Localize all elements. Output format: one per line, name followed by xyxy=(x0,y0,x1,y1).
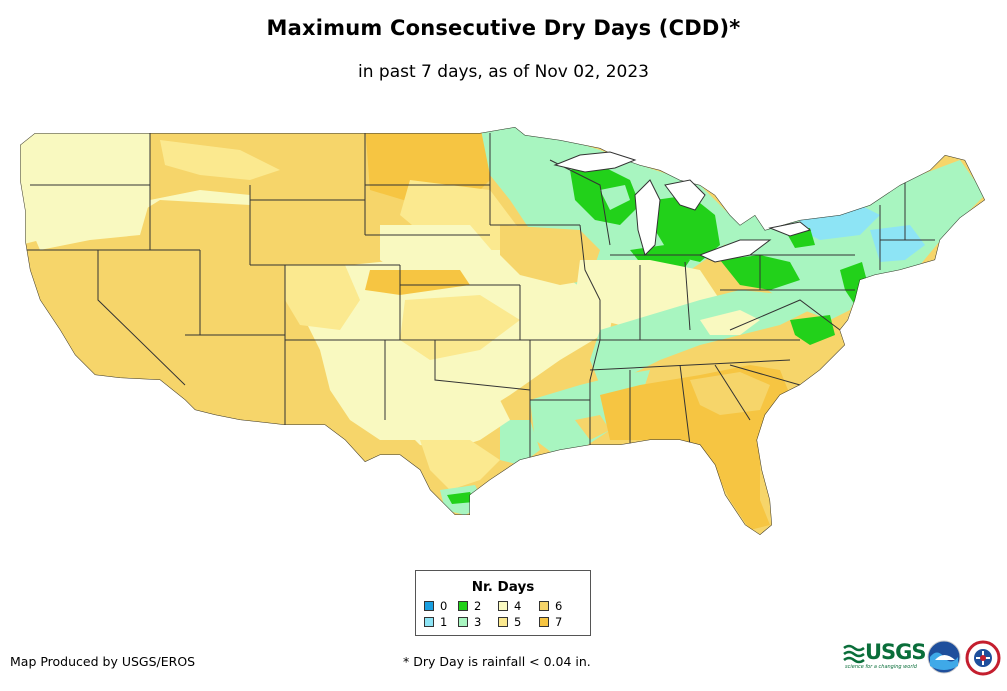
legend-label: 1 xyxy=(440,615,448,629)
legend-swatch xyxy=(424,601,434,611)
usgs-logo: USGS xyxy=(865,640,927,664)
legend-label: 5 xyxy=(514,615,522,629)
legend-label: 2 xyxy=(474,599,482,613)
agency-logos: USGS science for a changing world xyxy=(843,640,1003,680)
legend-item-3: 3 xyxy=(458,615,481,629)
usgs-tagline: science for a changing world xyxy=(845,664,917,670)
map-subtitle: in past 7 days, as of Nov 02, 2023 xyxy=(358,62,649,82)
legend-swatch xyxy=(458,601,468,611)
legend-item-0: 0 xyxy=(424,599,447,613)
legend-swatch xyxy=(539,601,549,611)
legend-swatch xyxy=(498,601,508,611)
legend-swatch xyxy=(458,617,468,627)
legend-item-4: 4 xyxy=(498,599,521,613)
legend-label: 7 xyxy=(555,615,563,629)
legend-title: Nr. Days xyxy=(471,579,535,595)
map-title: Maximum Consecutive Dry Days (CDD)* xyxy=(266,16,741,40)
legend-label: 4 xyxy=(514,599,522,613)
nws-logo xyxy=(965,640,1001,676)
legend-swatch xyxy=(424,617,434,627)
noaa-logo xyxy=(927,640,961,674)
legend-label: 0 xyxy=(440,599,448,613)
legend-item-1: 1 xyxy=(424,615,447,629)
credit-text: Map Produced by USGS/EROS xyxy=(10,654,196,669)
legend: Nr. Days 0 1 2 3 4 5 6 7 xyxy=(415,570,591,636)
legend-swatch xyxy=(539,617,549,627)
dry-day-note: * Dry Day is rainfall < 0.04 in. xyxy=(403,654,591,669)
legend-item-2: 2 xyxy=(458,599,481,613)
usgs-wave-icon xyxy=(843,644,865,664)
legend-item-6: 6 xyxy=(539,599,562,613)
legend-item-5: 5 xyxy=(498,615,521,629)
legend-item-7: 7 xyxy=(539,615,562,629)
legend-items: 0 1 2 3 4 5 6 7 xyxy=(416,595,590,635)
legend-swatch xyxy=(498,617,508,627)
legend-label: 6 xyxy=(555,599,563,613)
legend-label: 3 xyxy=(474,615,482,629)
